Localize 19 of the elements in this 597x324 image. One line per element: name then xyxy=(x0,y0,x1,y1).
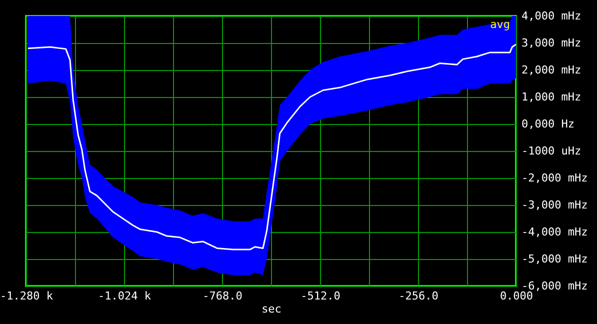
y-tick-label: 1,000 mHz xyxy=(522,90,582,104)
y-tick-label: -6,000 mHz xyxy=(522,280,588,292)
y-tick-label: -2,000 mHz xyxy=(522,172,588,184)
y-tick-label: 3,000 mHz xyxy=(522,36,582,50)
x-tick-label: -512.0 xyxy=(300,290,340,302)
x-tick-label: -256.0 xyxy=(398,290,438,302)
y-tick-label: 2,000 mHz xyxy=(522,64,582,76)
y-tick-label: -4,000 mHz xyxy=(522,226,588,238)
y-tick-label: -3,000 mHz xyxy=(522,198,588,212)
y-tick-label: -5,000 mHz xyxy=(522,252,588,266)
x-tick-label: -768.0 xyxy=(202,290,242,302)
y-tick-label: -1000 uHz xyxy=(522,144,582,158)
x-tick-label: 0.000 xyxy=(500,290,534,302)
line-series xyxy=(27,44,516,250)
x-axis-title: sec xyxy=(262,302,282,316)
x-tick-label: -1.280 k xyxy=(0,290,54,302)
y-tick-label: 4,000 mHz xyxy=(522,10,582,22)
x-tick-label: -1.024 k xyxy=(98,290,152,302)
y-tick-label: 0,000 Hz xyxy=(522,118,574,130)
